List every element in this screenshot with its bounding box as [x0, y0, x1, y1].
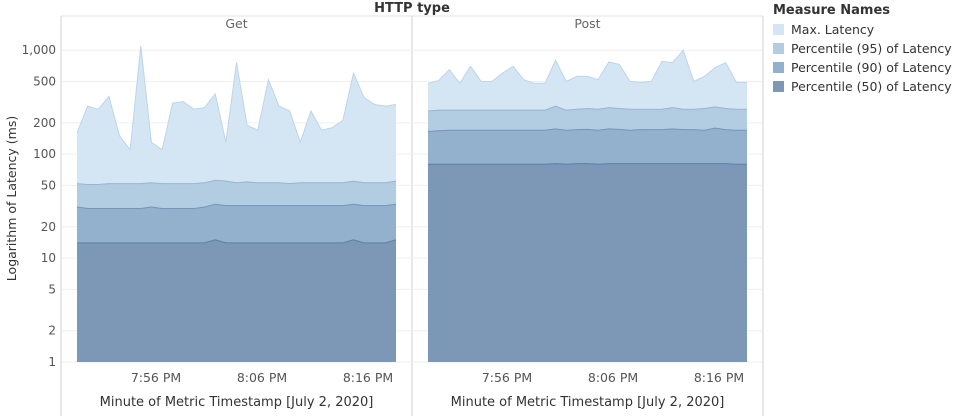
panel-get	[76, 45, 397, 363]
line-post-percentile-95-of-latency	[427, 105, 747, 112]
x-axis-label-get: Minute of Metric Timestamp [July 2, 2020…	[100, 395, 374, 410]
legend-label-p90-latency: Percentile (90) of Latency	[791, 60, 952, 75]
legend-label-max-latency: Max. Latency	[791, 22, 875, 37]
y-tick-label: 1	[48, 355, 56, 369]
legend: Measure Names Max. Latency Percentile (9…	[773, 3, 958, 96]
legend-item-p95-latency[interactable]: Percentile (95) of Latency	[773, 39, 958, 58]
legend-swatch-p50-latency	[773, 81, 784, 92]
y-tick-label: 1,000	[22, 43, 56, 57]
y-tick-label: 500	[33, 74, 56, 88]
panel-title-get: Get	[225, 16, 247, 31]
y-tick-label: 100	[33, 147, 56, 161]
panel-post	[427, 49, 747, 362]
y-axis-label: Logarithm of Latency (ms)	[4, 116, 19, 281]
x-tick-label: 7:56 PM	[482, 370, 532, 385]
y-tick-label: 2	[48, 324, 56, 338]
x-axis-label-post: Minute of Metric Timestamp [July 2, 2020…	[451, 395, 725, 410]
legend-item-p90-latency[interactable]: Percentile (90) of Latency	[773, 58, 958, 77]
y-tick-label: 50	[41, 178, 56, 192]
y-tick-label: 200	[33, 116, 56, 130]
y-tick-label: 10	[41, 251, 56, 265]
legend-swatch-p90-latency	[773, 62, 784, 73]
line-get-percentile-95-of-latency	[76, 179, 397, 185]
legend-swatch-p95-latency	[773, 43, 784, 54]
line-get-max-latency	[76, 45, 397, 152]
line-post-max-latency	[427, 49, 747, 85]
legend-swatch-max-latency	[773, 24, 784, 35]
panel-title-post: Post	[574, 16, 600, 31]
chart-title: HTTP type	[374, 1, 450, 16]
y-tick-label: 5	[48, 282, 56, 296]
line-get-percentile-90-of-latency	[76, 203, 397, 209]
legend-title: Measure Names	[773, 3, 891, 18]
line-post-percentile-50-of-latency	[428, 163, 747, 165]
legend-label-p95-latency: Percentile (95) of Latency	[791, 41, 952, 56]
legend-item-max-latency[interactable]: Max. Latency	[773, 20, 958, 39]
x-tick-label: 8:16 PM	[343, 370, 393, 385]
line-post-percentile-90-of-latency	[427, 127, 747, 132]
x-tick-label: 8:16 PM	[694, 370, 744, 385]
x-tick-label: 8:06 PM	[588, 370, 638, 385]
x-tick-label: 7:56 PM	[131, 370, 181, 385]
line-get-percentile-50-of-latency	[77, 239, 397, 244]
area-get-percentile-50-of-latency[interactable]	[77, 239, 396, 362]
y-tick-label: 20	[41, 220, 56, 234]
legend-item-p50-latency[interactable]: Percentile (50) of Latency	[773, 77, 958, 96]
legend-label-p50-latency: Percentile (50) of Latency	[791, 79, 952, 94]
area-post-percentile-50-of-latency[interactable]	[428, 163, 747, 362]
x-tick-label: 8:06 PM	[237, 370, 287, 385]
